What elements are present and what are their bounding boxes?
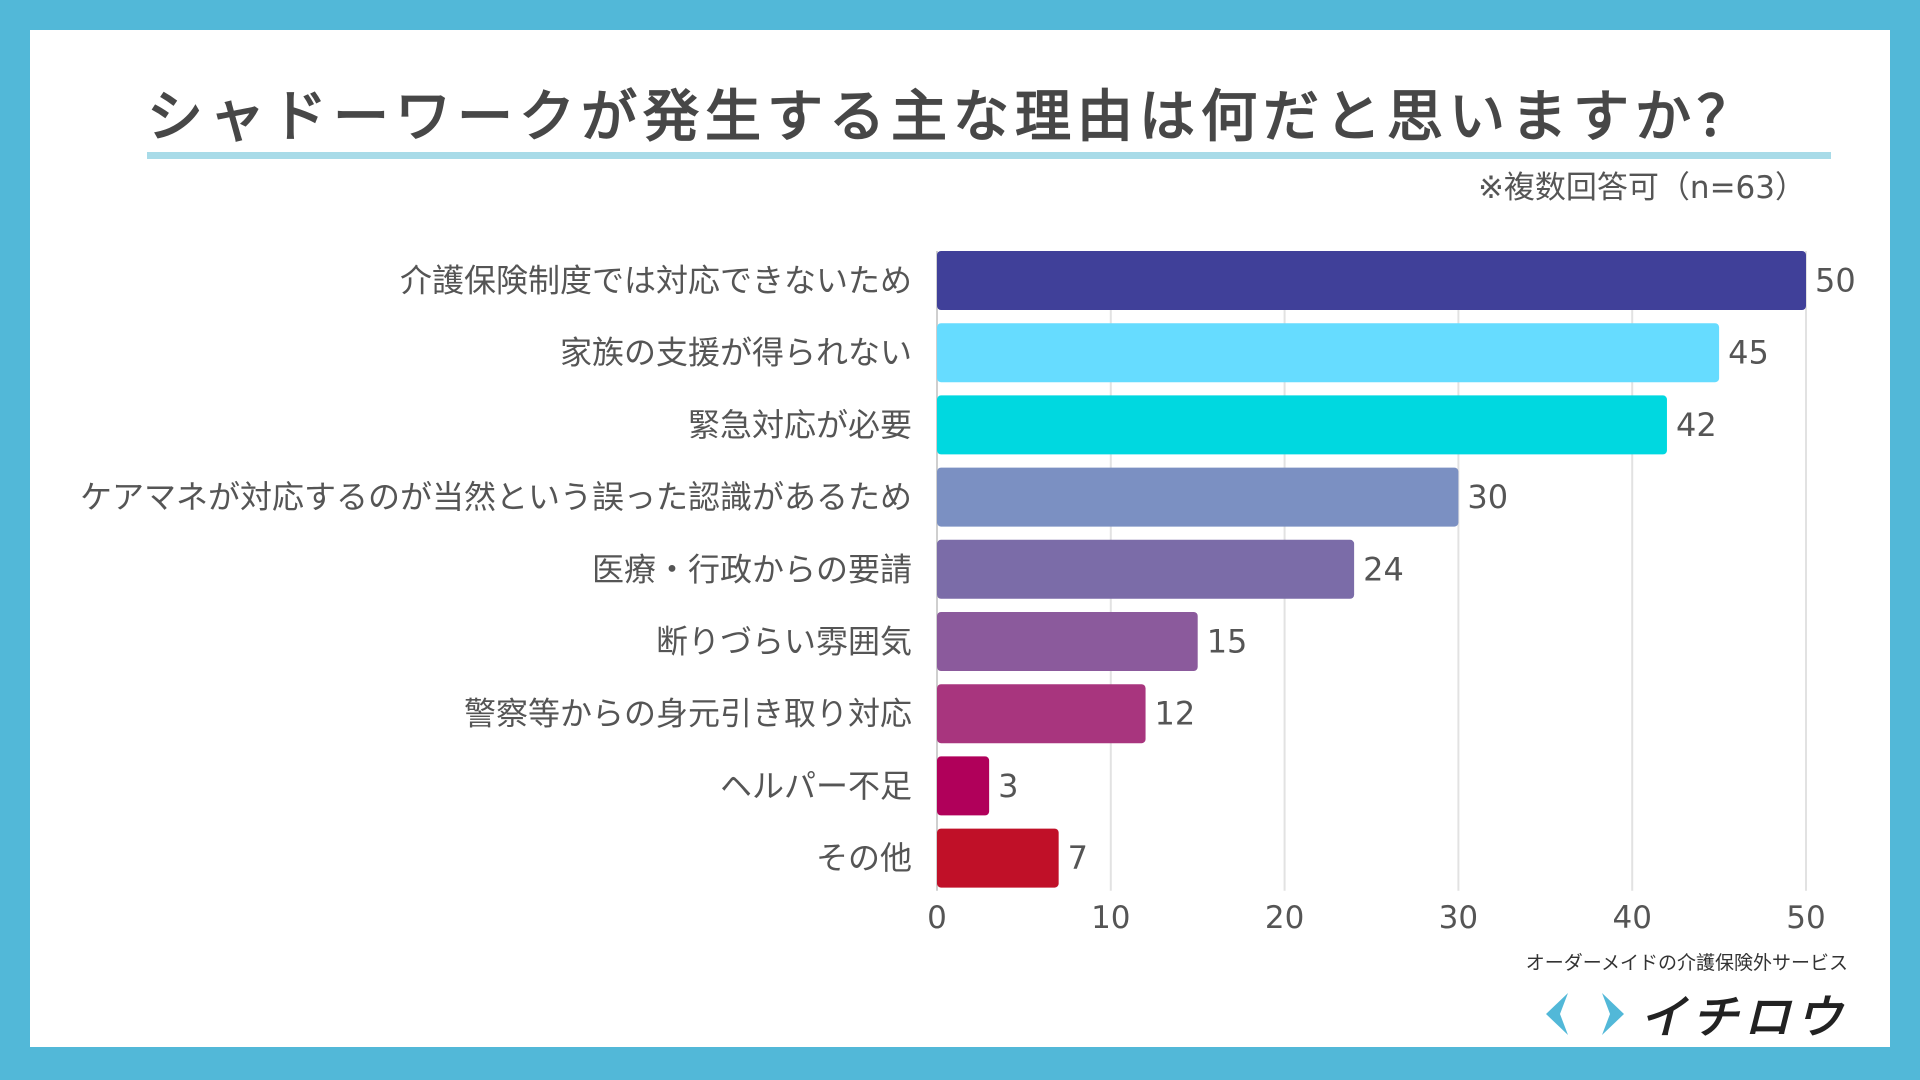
logo-tagline: オーダーメイドの介護保険外サービス bbox=[1525, 952, 1848, 974]
logo-arrows-icon bbox=[1546, 993, 1624, 1035]
bar bbox=[937, 467, 1459, 527]
data-label: 45 bbox=[1728, 334, 1769, 372]
x-tick-label: 0 bbox=[927, 900, 947, 936]
bar bbox=[937, 395, 1667, 455]
category-label: 家族の支援が得られない bbox=[560, 334, 912, 372]
bar bbox=[937, 323, 1720, 383]
category-label: 介護保険制度では対応できないため bbox=[400, 262, 912, 300]
x-tick-label: 20 bbox=[1265, 900, 1304, 936]
x-tick-label: 10 bbox=[1091, 900, 1130, 936]
category-label: その他 bbox=[816, 839, 912, 877]
title-underline bbox=[147, 152, 1831, 159]
data-label: 3 bbox=[998, 767, 1018, 805]
data-label: 42 bbox=[1676, 406, 1717, 444]
x-tick-label: 40 bbox=[1612, 900, 1651, 936]
data-label: 15 bbox=[1207, 623, 1248, 661]
data-label: 12 bbox=[1155, 695, 1196, 733]
chart-title: シャドーワークが発生する主な理由は何だと思いますか？ bbox=[147, 85, 1759, 150]
x-tick-label: 50 bbox=[1786, 900, 1825, 936]
data-label: 50 bbox=[1815, 262, 1856, 300]
category-label: 警察等からの身元引き取り対応 bbox=[464, 695, 912, 733]
category-label: ケアマネが対応するのが当然という誤った認識があるため bbox=[80, 478, 912, 516]
bar bbox=[937, 251, 1806, 310]
bar bbox=[937, 828, 1059, 888]
category-label: 緊急対応が必要 bbox=[688, 406, 912, 444]
bar bbox=[937, 684, 1146, 744]
data-label: 24 bbox=[1363, 550, 1404, 588]
data-label: 30 bbox=[1467, 478, 1508, 516]
logo: オーダーメイドの介護保険外サービス イチロウ bbox=[1526, 948, 1848, 1047]
category-label: 断りづらい雰囲気 bbox=[656, 623, 912, 661]
bar bbox=[937, 612, 1198, 671]
logo-name: イチロウ bbox=[1640, 990, 1848, 1044]
chart-subtitle: ※複数回答可（n=63） bbox=[1477, 170, 1806, 206]
bar bbox=[937, 756, 990, 816]
x-tick-label: 30 bbox=[1439, 900, 1478, 936]
category-label: 医療・行政からの要請 bbox=[592, 550, 912, 588]
category-label: ヘルパー不足 bbox=[720, 767, 912, 805]
data-label: 7 bbox=[1068, 839, 1088, 877]
bar bbox=[937, 539, 1355, 599]
